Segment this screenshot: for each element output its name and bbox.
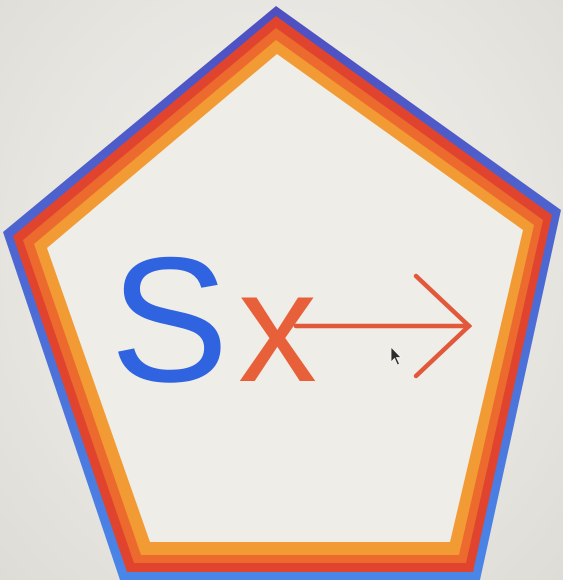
pentagon-inner xyxy=(47,54,523,542)
right-arrow-icon xyxy=(293,273,473,379)
mouse-pointer-icon xyxy=(390,346,402,366)
letter-s: S xyxy=(110,220,229,419)
